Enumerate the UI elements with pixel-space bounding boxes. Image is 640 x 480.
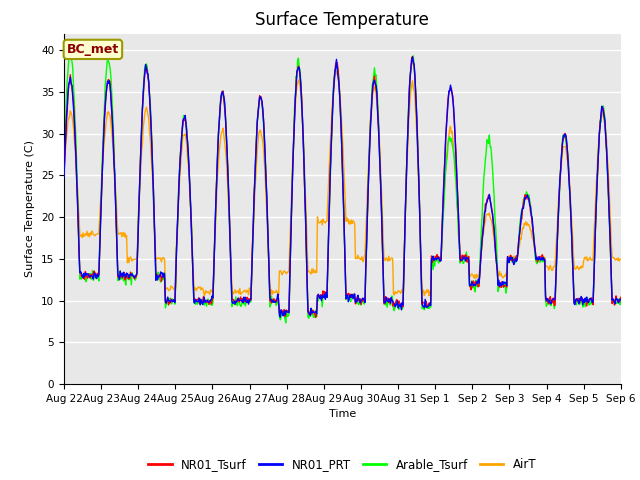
Title: Surface Temperature: Surface Temperature <box>255 11 429 29</box>
Legend: NR01_Tsurf, NR01_PRT, Arable_Tsurf, AirT: NR01_Tsurf, NR01_PRT, Arable_Tsurf, AirT <box>143 453 541 475</box>
X-axis label: Time: Time <box>329 409 356 419</box>
Text: BC_met: BC_met <box>67 43 119 56</box>
Y-axis label: Surface Temperature (C): Surface Temperature (C) <box>26 140 35 277</box>
